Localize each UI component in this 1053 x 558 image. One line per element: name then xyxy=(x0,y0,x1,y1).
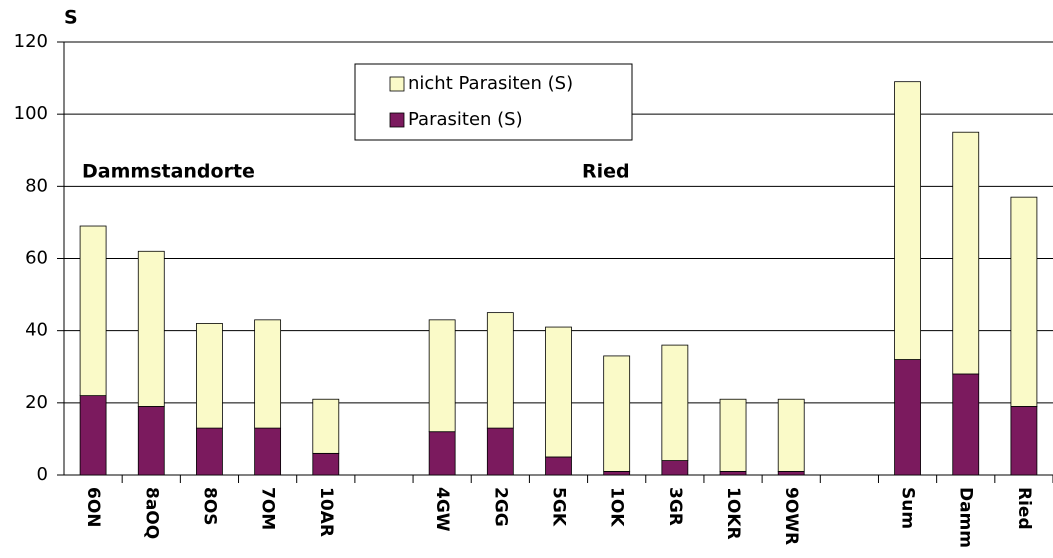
x-tick-label: 1OKR xyxy=(723,487,743,540)
annotation: Dammstandorte xyxy=(82,161,255,183)
x-tick-label: 7OM xyxy=(258,487,278,530)
bar-segment xyxy=(486,427,514,476)
bar-segment xyxy=(603,355,631,472)
annotation: Ried xyxy=(582,161,630,183)
y-tick-label: 60 xyxy=(25,248,48,269)
bar-segment xyxy=(254,427,282,476)
bar-segment xyxy=(952,373,980,476)
x-tick-label: 2GG xyxy=(490,487,510,527)
x-tick-label: 8OS xyxy=(199,487,219,526)
bar-segment xyxy=(719,470,747,476)
bar-segment xyxy=(79,395,107,476)
x-tick-label: 5GK xyxy=(549,487,569,527)
legend-swatch xyxy=(389,76,405,92)
bar-segment xyxy=(661,344,689,461)
y-tick-label: 20 xyxy=(25,392,48,413)
bar-segment xyxy=(312,452,340,476)
x-tick-label: Ried xyxy=(1014,487,1034,530)
y-tick-label: 100 xyxy=(14,103,48,124)
y-tick-label: 0 xyxy=(37,464,48,485)
bar-segment xyxy=(79,225,107,397)
bar-segment xyxy=(661,460,689,476)
bar-segment xyxy=(719,398,747,472)
x-tick-label: 8aOQ xyxy=(141,487,161,539)
bar-segment xyxy=(545,456,572,476)
x-tick-label: 4GW xyxy=(432,487,452,532)
bar-segment xyxy=(777,398,805,472)
x-tick-label: 9OWR xyxy=(781,487,801,545)
legend-swatch xyxy=(389,112,405,128)
bar-segment xyxy=(894,359,921,476)
bar-segment xyxy=(894,81,921,360)
bar-segment xyxy=(428,431,456,476)
bar-segment xyxy=(196,427,223,476)
x-tick-label: 1OK xyxy=(607,487,627,527)
y-tick-label: 120 xyxy=(14,31,48,52)
bar-segment xyxy=(1010,406,1038,476)
bar-segment xyxy=(486,312,514,429)
bar-segment xyxy=(545,326,572,458)
y-tick-label: 40 xyxy=(25,320,48,341)
bar-segment xyxy=(428,319,456,433)
bar-segment xyxy=(196,323,223,429)
x-tick-label: 3GR xyxy=(665,487,685,526)
x-tick-label: 10AR xyxy=(316,487,336,537)
y-axis-label: S xyxy=(64,7,78,29)
bar-segment xyxy=(1010,196,1038,407)
legend-label: Parasiten (S) xyxy=(408,109,523,130)
bar-segment xyxy=(312,398,340,454)
x-tick-label: Sum xyxy=(898,487,918,529)
x-tick-label: 6ON xyxy=(83,487,103,528)
y-tick-label: 80 xyxy=(25,175,48,196)
bar-segment xyxy=(952,131,980,375)
bar-segment xyxy=(254,319,282,429)
legend-label: nicht Parasiten (S) xyxy=(408,73,573,94)
x-tick-label: Damm xyxy=(956,487,976,548)
bar-segment xyxy=(137,406,165,476)
bar-segment xyxy=(603,470,631,476)
bar-segment xyxy=(137,250,165,407)
bar-segment xyxy=(777,470,805,476)
